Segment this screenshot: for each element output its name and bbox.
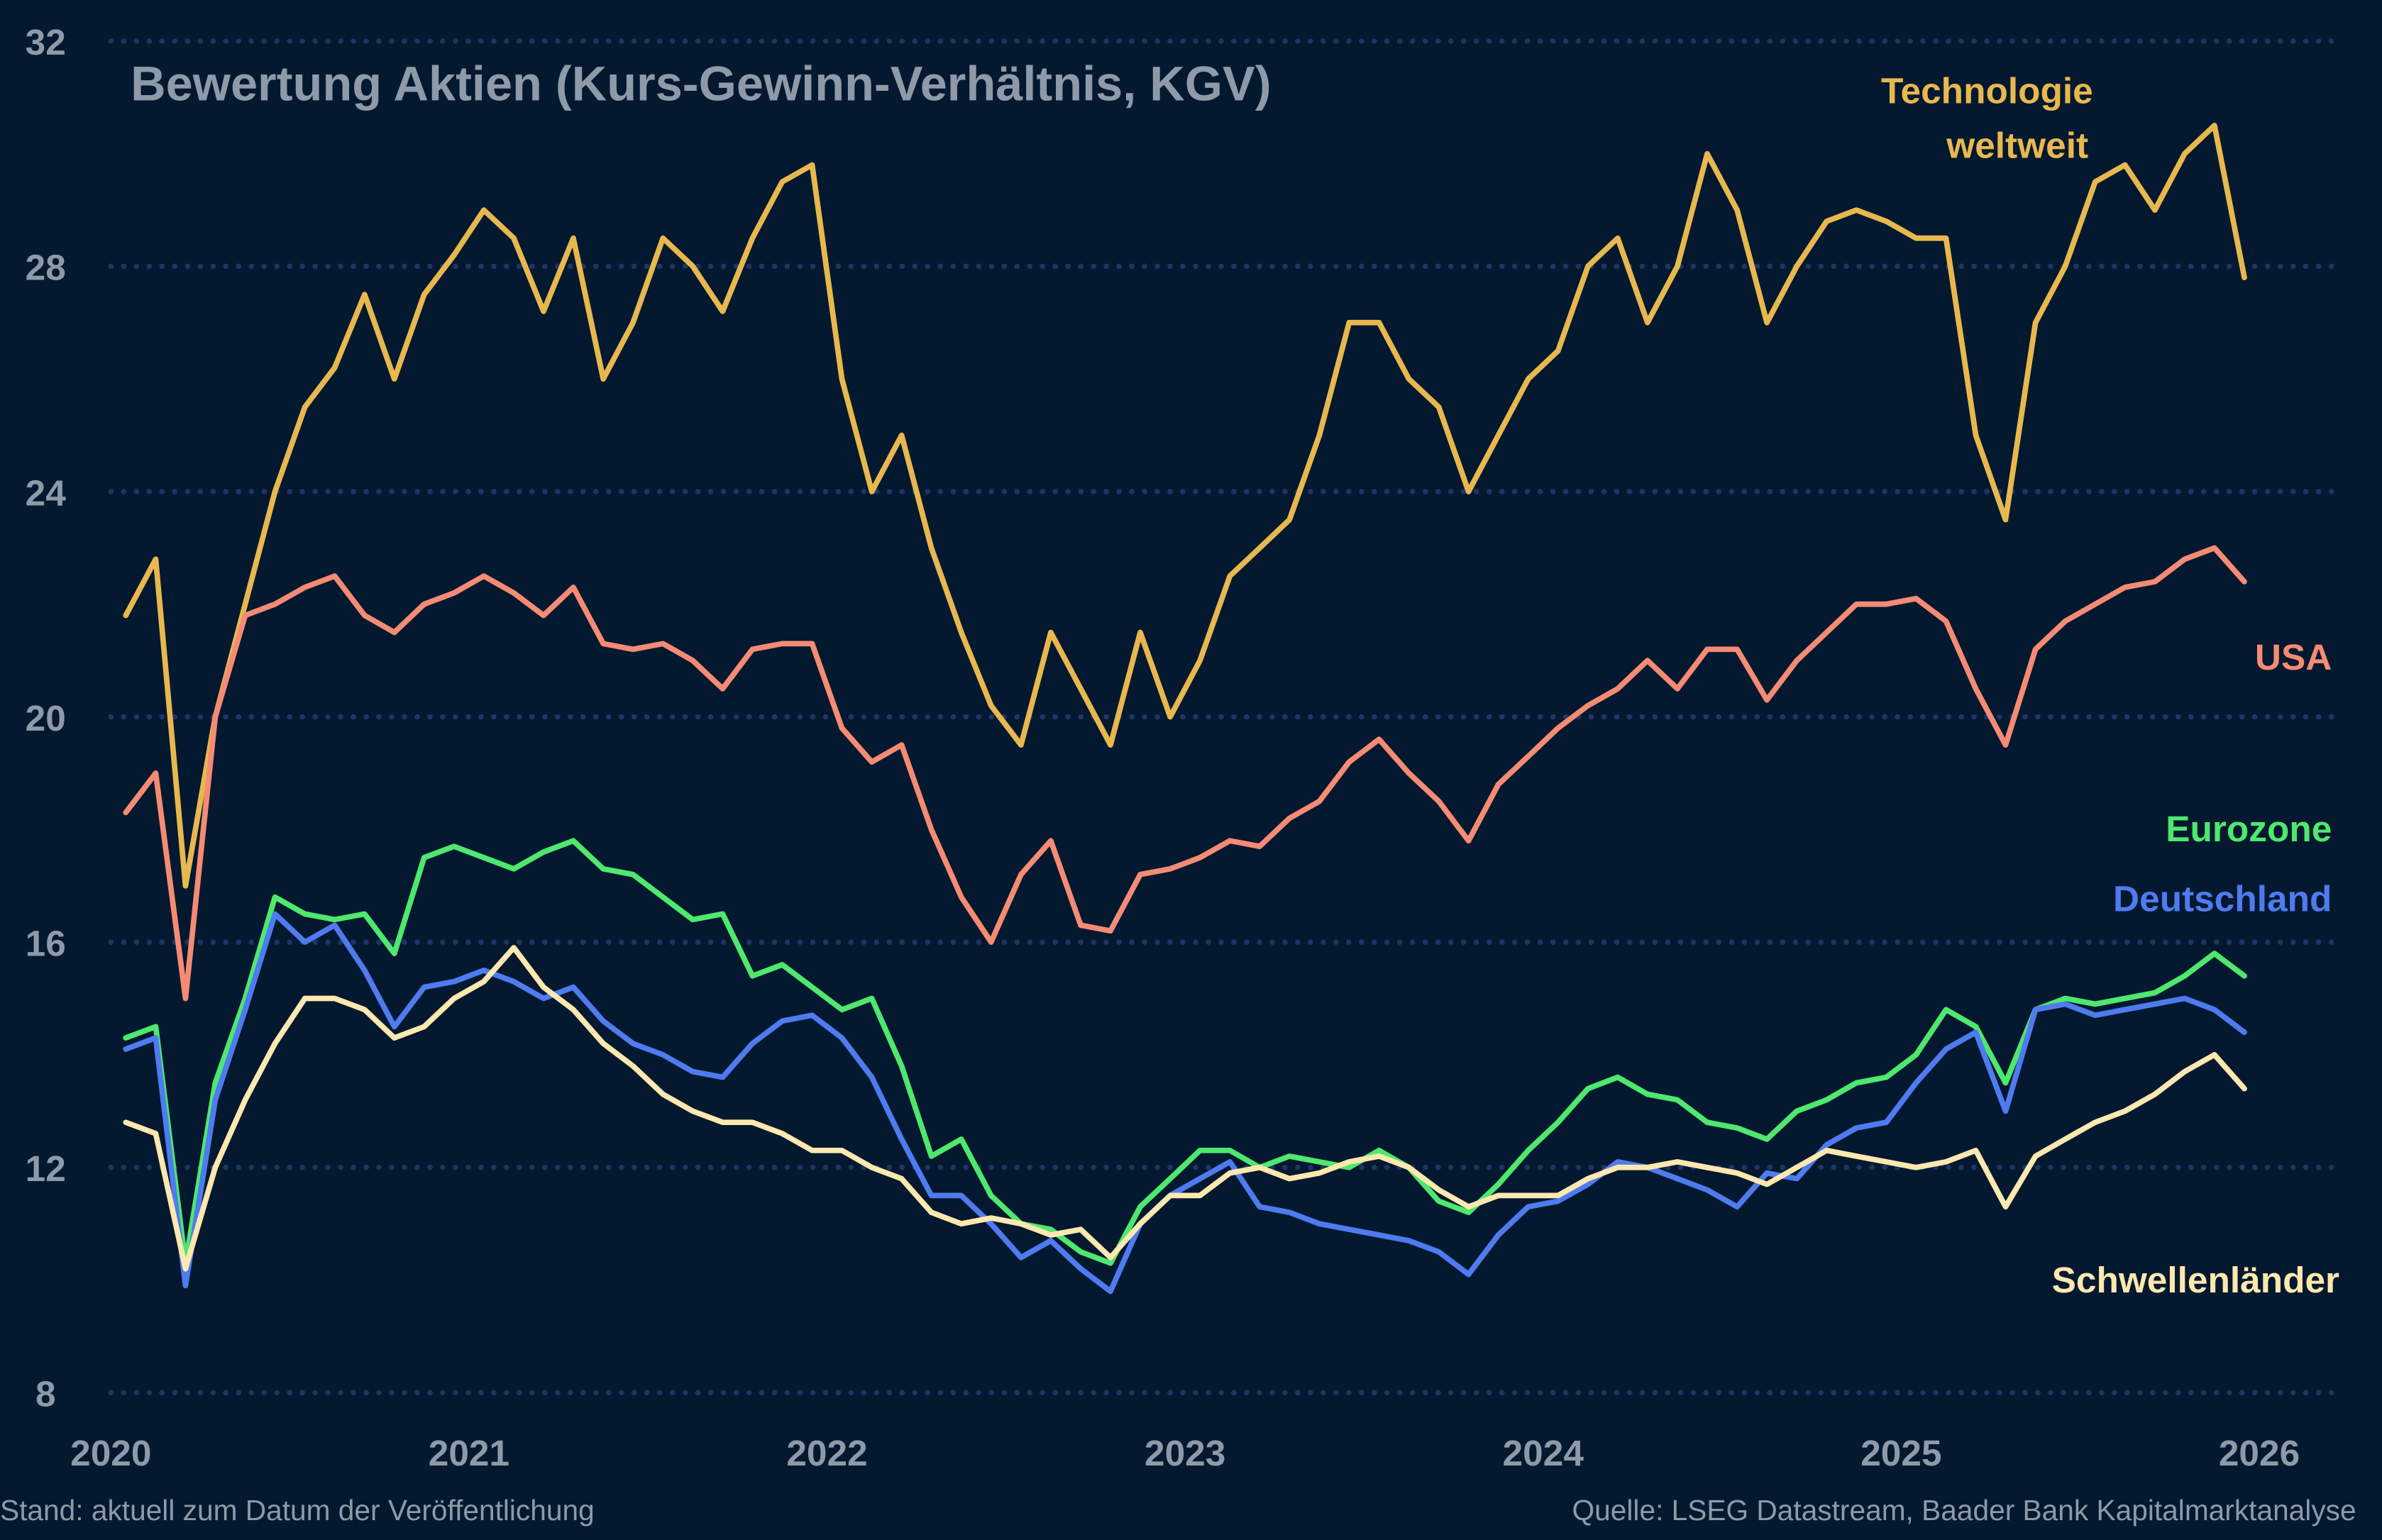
series-labels: Technologie weltweit USA Eurozone Deutsc… (1881, 70, 2339, 1300)
chart-title: Bewertung Aktien (Kurs-Gewinn-Verhältnis… (131, 56, 1271, 111)
x-axis: 2020 2021 2022 2023 2024 2025 2026 (70, 1432, 2300, 1473)
x-tick-label: 2022 (786, 1432, 867, 1473)
series-line-technologie-weltweit (123, 123, 2247, 889)
footnote-source: Quelle: LSEG Datastream, Baader Bank Kap… (1572, 1494, 2356, 1527)
y-tick-label: 12 (26, 1148, 66, 1189)
footnote-stand: Stand: aktuell zum Datum der Veröffentli… (0, 1494, 595, 1527)
y-tick-label: 28 (26, 247, 66, 288)
y-tick-label: 16 (26, 922, 66, 963)
x-tick-label: 2026 (2219, 1432, 2300, 1473)
series-line-deutschland (123, 911, 2247, 1295)
x-tick-label: 2020 (70, 1432, 151, 1473)
y-axis: 32 28 24 20 16 12 8 (26, 21, 67, 1414)
y-tick-label: 8 (35, 1373, 56, 1414)
x-tick-label: 2021 (429, 1432, 509, 1473)
x-tick-label: 2024 (1503, 1432, 1584, 1473)
series-line-eurozone (123, 838, 2247, 1266)
series-line-usa (123, 545, 2247, 1002)
series-lines (123, 123, 2247, 1295)
label-weltweit: weltweit (1946, 125, 2088, 166)
label-usa: USA (2255, 636, 2332, 677)
x-tick-label: 2025 (1860, 1432, 1941, 1473)
label-schwellenlaender: Schwellenländer (2052, 1259, 2339, 1300)
series-line-schwellenl-nder (123, 945, 2247, 1272)
x-tick-label: 2023 (1145, 1432, 1225, 1473)
label-deutschland: Deutschland (2113, 878, 2332, 919)
y-tick-label: 32 (26, 21, 66, 62)
y-tick-label: 24 (26, 472, 67, 513)
y-tick-label: 20 (26, 697, 66, 738)
label-eurozone: Eurozone (2166, 808, 2332, 849)
label-technologie: Technologie (1881, 70, 2093, 111)
